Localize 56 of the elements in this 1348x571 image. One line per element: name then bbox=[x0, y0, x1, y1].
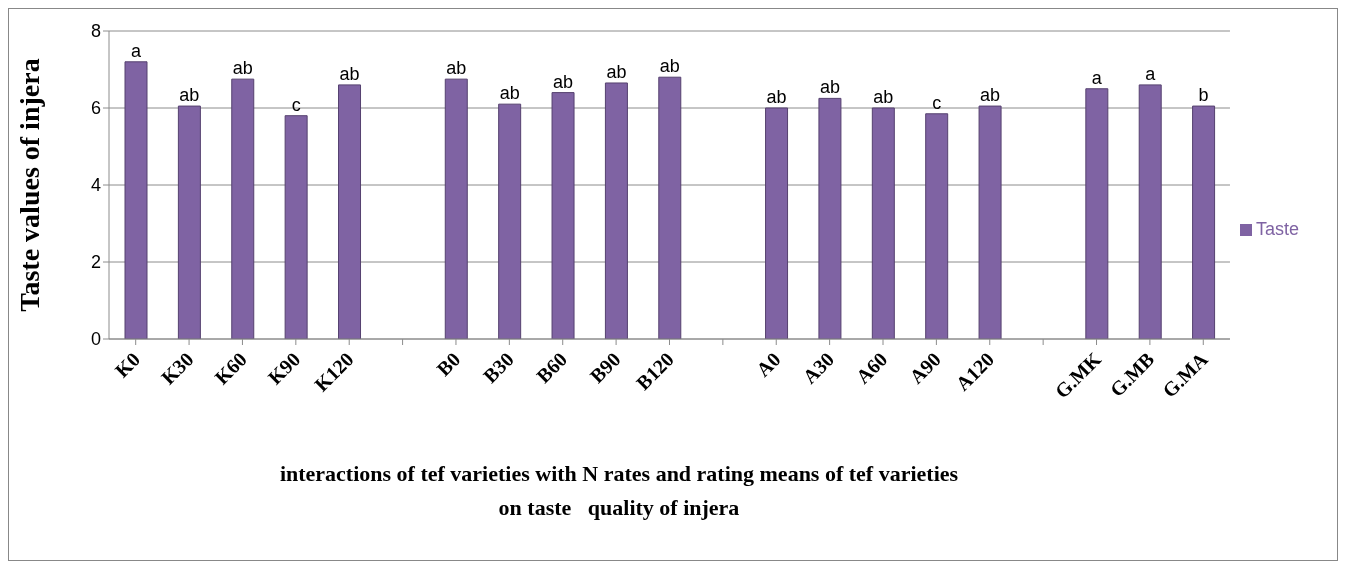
bar bbox=[231, 78, 255, 339]
bar bbox=[604, 82, 628, 339]
data-label: b bbox=[1198, 85, 1209, 106]
bar bbox=[338, 84, 362, 339]
x-tick-label: A0 bbox=[751, 347, 785, 381]
x-tick-label: B0 bbox=[432, 347, 465, 380]
data-label: ab bbox=[873, 87, 894, 107]
bar bbox=[765, 107, 789, 339]
bar bbox=[124, 61, 148, 339]
y-tick-label: 6 bbox=[90, 98, 101, 119]
x-tick-label: K60 bbox=[210, 347, 251, 389]
bar bbox=[551, 92, 575, 339]
x-tick-label: B60 bbox=[532, 347, 572, 388]
x-tick-label: A60 bbox=[851, 347, 892, 388]
bar bbox=[1085, 88, 1109, 339]
x-tick-label: A90 bbox=[904, 347, 945, 388]
data-label: ab bbox=[232, 58, 253, 79]
data-label: ab bbox=[819, 77, 840, 98]
data-label: ab bbox=[980, 85, 1001, 106]
x-tick-label: A30 bbox=[798, 347, 839, 388]
x-tick-label: K30 bbox=[156, 347, 198, 389]
y-tick-label: 4 bbox=[90, 175, 101, 196]
data-label: ab bbox=[659, 56, 680, 77]
data-label: ab bbox=[446, 58, 467, 79]
data-label: a bbox=[1091, 67, 1103, 88]
y-tick-label: 0 bbox=[90, 329, 101, 350]
bar bbox=[1138, 84, 1162, 339]
data-label: ab bbox=[339, 63, 360, 84]
x-axis-title: interactions of tef varieties with N rates and rating means of tef varieties on taste quality of injera bbox=[278, 460, 960, 522]
data-label: ab bbox=[766, 87, 787, 107]
data-label: ab bbox=[606, 61, 627, 82]
y-tick-label: 2 bbox=[90, 252, 101, 273]
data-label: ab bbox=[499, 83, 520, 104]
data-label: c bbox=[932, 92, 942, 113]
bar bbox=[818, 97, 842, 339]
x-tick-label: K90 bbox=[263, 347, 305, 389]
x-tick-label: B30 bbox=[478, 347, 518, 388]
bar bbox=[1192, 105, 1216, 339]
x-tick-label: K0 bbox=[110, 347, 145, 382]
bar bbox=[498, 103, 522, 339]
bar bbox=[658, 76, 682, 339]
legend-label: Taste bbox=[1255, 218, 1299, 239]
bar bbox=[925, 113, 949, 339]
bar bbox=[177, 105, 201, 339]
data-label: ab bbox=[179, 85, 200, 106]
data-label: ab bbox=[553, 71, 574, 92]
y-axis-title: Taste values of injera bbox=[13, 58, 45, 312]
data-label: c bbox=[291, 94, 301, 115]
data-label: a bbox=[130, 40, 142, 61]
bar bbox=[444, 78, 468, 339]
bar bbox=[871, 107, 895, 339]
bar bbox=[978, 105, 1002, 339]
x-tick-label: B90 bbox=[585, 347, 625, 388]
data-label: a bbox=[1145, 63, 1157, 84]
bar bbox=[284, 115, 308, 339]
y-tick-label: 8 bbox=[90, 21, 101, 42]
